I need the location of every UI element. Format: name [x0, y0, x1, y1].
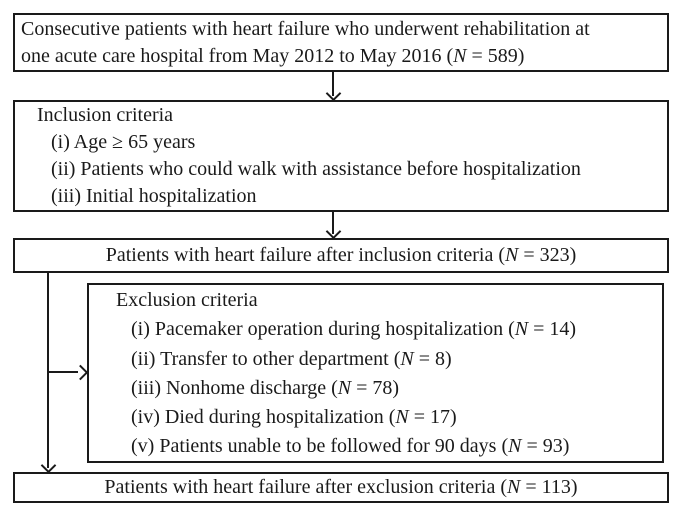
connector-enrollment-to-inclusion	[332, 72, 334, 96]
text-segment: = 14)	[528, 318, 577, 341]
text-segment: (v) Patients unable to be followed for 9…	[131, 435, 509, 458]
after-inclusion-line: Patients with heart failure after inclus…	[106, 244, 577, 267]
text-segment: (ii) Transfer to other department (	[131, 347, 401, 370]
text-segment: (iii) Nonhome discharge (	[131, 376, 338, 399]
inclusion-criteria-box: Inclusion criteria (i) Age ≥ 65 years (i…	[13, 100, 669, 212]
exclusion-item: (v) Patients unable to be followed for 9…	[131, 432, 662, 461]
enrollment-box: Consecutive patients with heart failure …	[13, 13, 669, 72]
exclusion-item: (i) Pacemaker operation during hospitali…	[131, 315, 662, 344]
n-variable: N	[508, 435, 522, 458]
text-segment: = 93)	[521, 435, 570, 458]
after-exclusion-line: Patients with heart failure after exclus…	[104, 476, 577, 499]
connector-result-to-final	[47, 272, 49, 468]
n-variable: N	[505, 244, 519, 266]
exclusion-criteria-box: Exclusion criteria (i) Pacemaker operati…	[87, 283, 664, 463]
arrowhead-down-icon	[325, 85, 342, 102]
n-variable: N	[514, 318, 529, 341]
n-variable: N	[453, 45, 467, 67]
exclusion-item: (iv) Died during hospitalization (N = 17…	[131, 403, 662, 432]
inclusion-item: (ii) Patients who could walk with assist…	[51, 158, 581, 180]
text-segment: = 8)	[413, 347, 452, 370]
after-inclusion-box: Patients with heart failure after inclus…	[13, 238, 669, 273]
text-segment: = 323)	[518, 244, 577, 266]
n-variable: N	[337, 376, 352, 399]
text-segment: = 113)	[520, 476, 578, 498]
enrollment-line-2: one acute care hospital from May 2012 to…	[21, 43, 663, 70]
arrowhead-down-icon	[325, 223, 342, 240]
inclusion-title: Inclusion criteria	[37, 104, 174, 126]
n-variable: N	[400, 347, 414, 370]
text-segment: one acute care hospital from May 2012 to…	[21, 45, 454, 67]
exclusion-item: (ii) Transfer to other department (N = 8…	[131, 345, 662, 374]
inclusion-item: (i) Age ≥ 65 years	[51, 131, 196, 153]
text-segment: Patients with heart failure after inclus…	[105, 244, 505, 266]
enrollment-line-1: Consecutive patients with heart failure …	[21, 18, 590, 40]
text-segment: (iv) Died during hospitalization (	[131, 406, 396, 429]
arrowhead-right-icon	[72, 364, 89, 381]
exclusion-title: Exclusion criteria	[116, 289, 258, 311]
text-segment: (i) Pacemaker operation during hospitali…	[131, 318, 515, 341]
inclusion-item: (iii) Initial hospitalization	[51, 185, 257, 207]
text-segment: = 589)	[466, 45, 525, 67]
n-variable: N	[395, 406, 409, 429]
exclusion-item: (iii) Nonhome discharge (N = 78)	[131, 374, 662, 403]
branch-to-exclusion	[48, 371, 78, 373]
connector-inclusion-to-result	[332, 212, 334, 234]
text-segment: = 78)	[351, 376, 400, 399]
arrowhead-down-icon	[40, 457, 57, 474]
n-variable: N	[507, 476, 521, 498]
after-exclusion-box: Patients with heart failure after exclus…	[13, 472, 669, 503]
text-segment: Patients with heart failure after exclus…	[104, 476, 508, 498]
text-segment: = 17)	[408, 406, 457, 429]
